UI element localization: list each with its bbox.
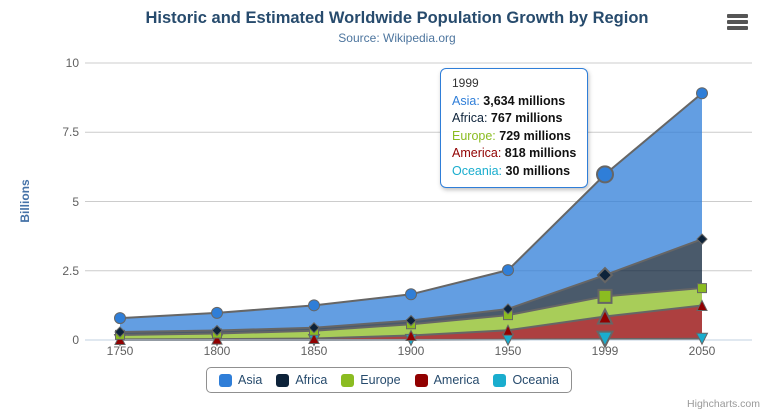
legend-swatch-oceania — [493, 373, 507, 387]
tooltip-series-value: 729 millions — [495, 128, 571, 143]
point-europe-1999[interactable] — [597, 288, 613, 304]
y-axis-label-5: 5 — [72, 194, 79, 209]
hamburger-icon — [727, 14, 748, 18]
tooltip-row-asia: Asia: 3,634 millions — [452, 93, 576, 111]
legend-item-america[interactable]: America — [414, 373, 480, 387]
area-band-asia[interactable] — [120, 93, 702, 332]
chart-title: Historic and Estimated Worldwide Populat… — [145, 9, 649, 27]
legend-item-asia[interactable]: Asia — [219, 373, 262, 387]
legend-item-africa[interactable]: Africa — [276, 373, 327, 387]
tooltip-row-oceania: Oceania: 30 millions — [452, 163, 576, 181]
x-axis-label-2050: 2050 — [688, 344, 716, 358]
area-band-africa[interactable] — [120, 239, 702, 335]
point-markers — [113, 87, 709, 349]
tooltip-series-name: Europe: — [452, 128, 496, 143]
x-axis-label-1750: 1750 — [106, 344, 134, 358]
point-europe-2050[interactable] — [697, 283, 707, 294]
point-africa-1750[interactable] — [114, 326, 126, 338]
tooltip-series-name: Oceania: — [452, 163, 503, 178]
legend-label: America — [433, 373, 480, 387]
point-america-1999[interactable] — [596, 307, 614, 325]
point-america-1850[interactable] — [308, 332, 320, 344]
x-axis-label-1850: 1850 — [300, 344, 328, 358]
point-africa-1850[interactable] — [308, 322, 320, 334]
point-america-2050[interactable] — [696, 299, 708, 311]
tooltip-row-africa: Africa: 767 millions — [452, 110, 576, 128]
tooltip-series-value: 30 millions — [502, 163, 571, 178]
point-asia-1850[interactable] — [308, 299, 320, 312]
highcharts-credit-link[interactable]: Highcharts.com — [687, 398, 760, 410]
point-america-1800[interactable] — [211, 332, 223, 345]
point-oceania-2050[interactable] — [695, 332, 709, 346]
y-axis-label-0: 0 — [72, 333, 79, 347]
legend-swatch-asia — [219, 373, 232, 387]
x-axis-label-1900: 1900 — [397, 344, 425, 358]
point-asia-1999[interactable] — [596, 165, 614, 184]
x-axis-label-1800: 1800 — [203, 344, 231, 358]
point-africa-1950[interactable] — [502, 303, 514, 315]
legend: Asia Africa Europe America Oceania — [206, 367, 572, 393]
tooltip-series-value: 767 millions — [487, 111, 563, 125]
x-axis-label-1950: 1950 — [494, 344, 522, 358]
y-axis-label-7.5: 7.5 — [62, 125, 79, 140]
point-asia-1750[interactable] — [114, 312, 126, 325]
tooltip-series-name: Asia: — [452, 93, 480, 108]
legend-swatch-europe — [341, 373, 355, 387]
area-series — [120, 93, 702, 340]
export-menu-button[interactable] — [727, 14, 748, 30]
point-asia-1800[interactable] — [211, 306, 223, 319]
legend-swatch-america — [414, 373, 428, 387]
y-axis-title: Billions — [18, 179, 32, 223]
point-africa-1900[interactable] — [405, 314, 417, 327]
point-oceania-1999[interactable] — [595, 330, 615, 349]
point-america-1900[interactable] — [405, 329, 417, 342]
point-asia-1900[interactable] — [405, 288, 417, 301]
legend-label: Asia — [238, 373, 263, 387]
legend-label: Europe — [360, 373, 401, 387]
y-axis-label-2.5: 2.5 — [62, 263, 79, 278]
tooltip-series-value: 818 millions — [501, 146, 577, 160]
tooltip-row-europe: Europe: 729 millions — [452, 128, 576, 146]
tooltip-series-value: 3,634 millions — [479, 93, 566, 108]
point-america-1950[interactable] — [502, 324, 514, 336]
area-band-america[interactable] — [120, 305, 702, 340]
tooltip-series-name: America: — [452, 146, 502, 160]
chart-subtitle: Source: Wikipedia.org — [338, 31, 456, 45]
tooltip-header: 1999 — [452, 76, 479, 90]
point-africa-1800[interactable] — [211, 324, 223, 337]
point-asia-1950[interactable] — [502, 264, 514, 277]
x-axis-label-1999: 1999 — [591, 344, 619, 358]
tooltip-series-name: Africa: — [452, 111, 488, 125]
point-africa-2050[interactable] — [696, 233, 708, 245]
tooltip-rows: Asia: 3,634 millions Africa: 767 millions… — [452, 93, 576, 181]
legend-label: Oceania — [512, 373, 559, 387]
legend-swatch-africa — [276, 373, 290, 387]
point-africa-1999[interactable] — [596, 266, 614, 284]
legend-item-europe[interactable]: Europe — [341, 373, 401, 387]
y-axis-label-10: 10 — [65, 56, 79, 70]
point-asia-2050[interactable] — [696, 87, 708, 100]
legend-item-oceania[interactable]: Oceania — [493, 373, 559, 387]
tooltip-row-america: America: 818 millions — [452, 145, 576, 163]
legend-label: Africa — [295, 373, 328, 387]
shared-tooltip: 1999 Asia: 3,634 millions Africa: 767 mil… — [440, 68, 589, 188]
